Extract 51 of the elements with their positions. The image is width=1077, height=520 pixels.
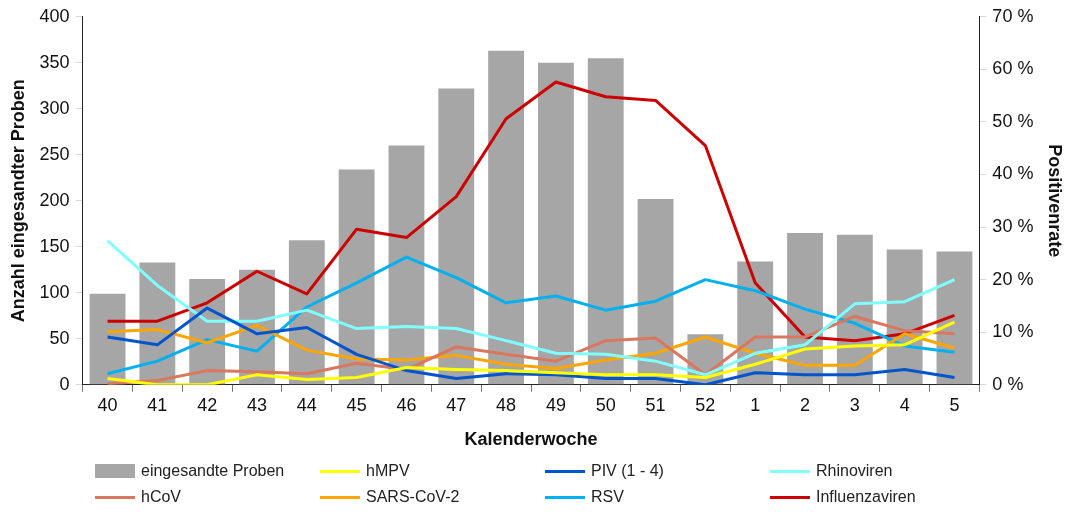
y2-tick-label: 10 % <box>992 321 1034 342</box>
y2-tick-label: 20 % <box>992 268 1034 289</box>
legend-label: eingesandte Proben <box>141 462 285 480</box>
legend-label: PIV (1 - 4) <box>591 462 664 480</box>
x-tick-label: 1 <box>750 394 761 415</box>
bar <box>587 58 624 385</box>
x-tick-label: 2 <box>800 394 811 415</box>
x-tick-label: 44 <box>296 394 317 415</box>
y-tick-label: 200 <box>39 189 70 210</box>
y-tick-label: 0 <box>59 373 70 394</box>
x-tick-label: 5 <box>949 394 960 415</box>
legend-label: Influenzaviren <box>816 488 916 506</box>
y-tick-label: 150 <box>39 235 70 256</box>
y2-tick-label: 70 % <box>992 5 1034 26</box>
y-tick-label: 100 <box>39 281 70 302</box>
y2-tick-label: 40 % <box>992 163 1034 184</box>
x-axis-title: Kalenderwoche <box>464 429 598 450</box>
x-tick-label: 52 <box>695 394 716 415</box>
x-tick-label: 46 <box>396 394 417 415</box>
legend-label: SARS-CoV-2 <box>366 488 460 506</box>
x-tick-label: 4 <box>899 394 910 415</box>
bar <box>438 88 475 385</box>
y2-axis-title: Positivenrate <box>1045 144 1066 258</box>
y2-tick-label: 60 % <box>992 58 1034 79</box>
x-tick-label: 3 <box>849 394 860 415</box>
y-tick-label: 50 <box>49 327 70 348</box>
bar <box>936 251 973 385</box>
x-tick-label: 40 <box>97 394 118 415</box>
x-tick-label: 51 <box>645 394 666 415</box>
y-tick-label: 350 <box>39 51 70 72</box>
y2-tick-label: 50 % <box>992 110 1034 131</box>
x-tick-label: 49 <box>545 394 566 415</box>
y2-tick-label: 0 % <box>992 373 1024 394</box>
y-tick-label: 250 <box>39 143 70 164</box>
legend-label: Rhinoviren <box>816 462 893 480</box>
bar <box>537 62 574 385</box>
x-tick-label: 43 <box>246 394 268 415</box>
x-tick-label: 48 <box>496 394 517 415</box>
x-tick-label: 50 <box>595 394 616 415</box>
legend-label: hCoV <box>141 488 182 506</box>
y2-tick-label: 30 % <box>992 216 1034 237</box>
x-tick-label: 42 <box>197 394 218 415</box>
y-tick-label: 300 <box>39 97 70 118</box>
y-axis-title: Anzahl eingesandter Proben <box>7 79 28 323</box>
x-tick-label: 47 <box>446 394 467 415</box>
bar <box>488 50 525 385</box>
legend-label: RSV <box>591 488 624 506</box>
y-tick-label: 400 <box>39 5 70 26</box>
x-tick-label: 41 <box>147 394 168 415</box>
legend-label: hMPV <box>366 462 410 480</box>
x-tick-label: 45 <box>346 394 367 415</box>
